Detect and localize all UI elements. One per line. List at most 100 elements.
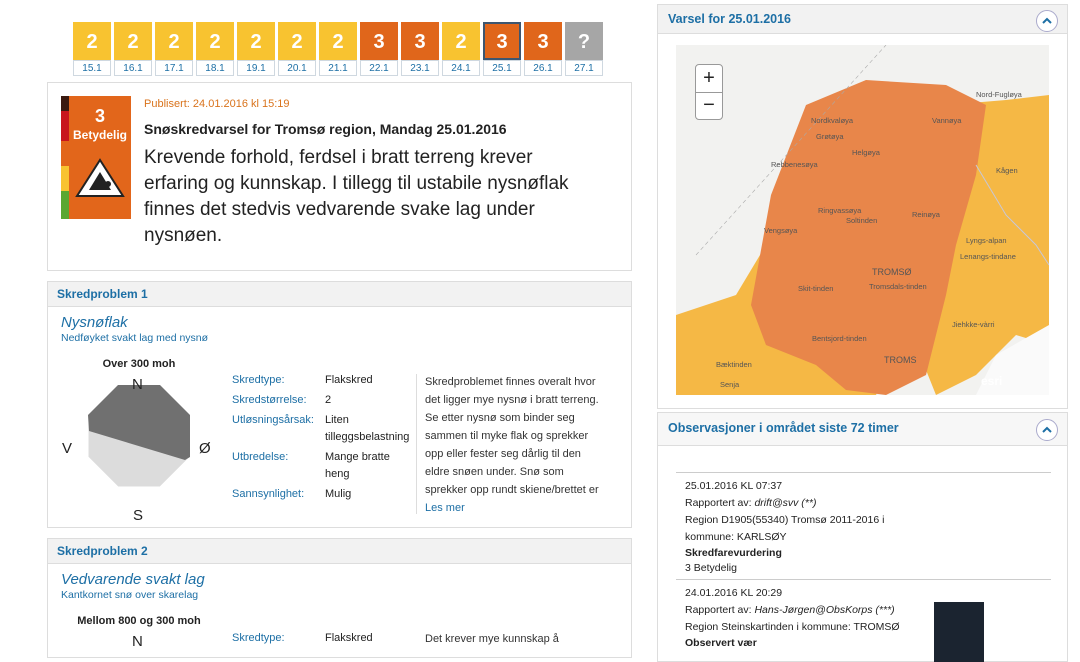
obs-reporter-name: drift@svv (**) [754, 497, 817, 509]
day-selector: 2 15.1 2 16.1 2 17.1 2 18.1 2 19.1 2 20.1 2 21.1 3 22.1… [0, 0, 640, 80]
scale-black [61, 96, 69, 111]
day-date[interactable]: 20.1 [278, 60, 316, 76]
day-date[interactable]: 17.1 [155, 60, 193, 76]
day-level[interactable]: 2 [278, 22, 316, 60]
property-value: Flakskred [325, 632, 373, 644]
scale-red [61, 111, 69, 141]
elevation: Mellom 800 og 300 moh [77, 615, 201, 627]
avalanche-icon [75, 158, 125, 197]
map-label: Vannøya [932, 116, 962, 125]
map-label: Bentsjord-tinden [812, 334, 867, 343]
warning-panel: 3 Betydelig Publisert: 24.01.2016 kl 15:… [47, 82, 632, 271]
map-label: Soltinden [846, 216, 877, 225]
day-level[interactable]: ? [565, 22, 603, 60]
day-date[interactable]: 25.1 [483, 60, 521, 76]
map-label: Senja [720, 380, 740, 389]
warning-title: Snøskredvarsel for Tromsø region, Mandag… [144, 121, 507, 137]
read-more[interactable]: Les mer [425, 502, 465, 514]
map-label: Vengsøya [764, 226, 798, 235]
property-value: Mange bratte heng [325, 451, 390, 480]
day-date[interactable]: 16.1 [114, 60, 152, 76]
day-date[interactable]: 23.1 [401, 60, 439, 76]
map-label: Lenangs-tindane [960, 252, 1016, 261]
day-level[interactable]: 3 [483, 22, 521, 60]
obs-date: 25.01.2016 KL 07:37 [685, 480, 783, 492]
obs-photo[interactable] [934, 602, 984, 662]
map-label: Rebbenesøya [771, 160, 819, 169]
problem-subtitle: Kantkornet snø over skarelag [61, 589, 199, 601]
problem-header: Skredproblem 2 [48, 539, 631, 564]
day-level[interactable]: 2 [319, 22, 357, 60]
zoom-out[interactable]: − [703, 94, 715, 116]
zoom-control: + − [695, 64, 723, 120]
obs-detail: 3 Betydelig [685, 562, 737, 574]
day-level[interactable]: 2 [73, 22, 111, 60]
separator [676, 472, 1051, 473]
day-level[interactable]: 2 [155, 22, 193, 60]
day-level[interactable]: 2 [442, 22, 480, 60]
problem-name[interactable]: Nysnøflak [61, 314, 128, 331]
observation[interactable]: 24.01.2016 KL 20:29 Rapportert av: Hans-… [685, 585, 900, 650]
obs-region: Region D1905(55340) Tromsø 2011-2016 i k… [685, 514, 885, 543]
problem-panel: Skredproblem 2 Vedvarende svakt lag Kant… [47, 538, 632, 658]
problem-properties: Skredtype: Flakskred [232, 630, 413, 647]
problem-description: Skredproblemet finnes overalt hvor det l… [425, 373, 601, 517]
map-title: Varsel for 25.01.2016 [658, 5, 1067, 34]
obs-reported-label: Rapportert av: [685, 604, 752, 616]
problem-subtitle: Nedføyket svakt lag med nysnø [61, 332, 209, 344]
badge-level: 3 [94, 106, 105, 126]
zoom-in[interactable]: + [696, 65, 722, 93]
map-label: Tromsdals-tinden [869, 282, 927, 291]
day-date[interactable]: 18.1 [196, 60, 234, 76]
map-label: TROMSØ [872, 267, 912, 277]
property-value: Flakskred [325, 374, 373, 386]
map-label: Kågen [996, 166, 1018, 175]
compass-w: V [62, 440, 73, 457]
map-label: Bæktinden [716, 360, 752, 369]
published: Publisert: 24.01.2016 kl 15:19 [144, 98, 290, 110]
observations-title: Observasjoner i området siste 72 timer [658, 413, 1067, 446]
property-label: Skredtype: [232, 374, 285, 386]
property-label: Skredtype: [232, 632, 285, 644]
problem-header: Skredproblem 1 [48, 282, 631, 307]
day-level[interactable]: 3 [524, 22, 562, 60]
property-value: 2 [325, 394, 332, 406]
obs-type: Skredfarevurdering [685, 547, 782, 559]
day-date[interactable]: 19.1 [237, 60, 275, 76]
day-level[interactable]: 2 [196, 22, 234, 60]
day-date[interactable]: 24.1 [442, 60, 480, 76]
scale-green [61, 191, 69, 219]
day-level[interactable]: 2 [237, 22, 275, 60]
map-label: Nord-Fugløya [976, 90, 1023, 99]
day-date[interactable]: 26.1 [524, 60, 562, 76]
property-label: Utbredelse: [232, 451, 289, 463]
compass-s: S [133, 507, 144, 524]
day-date[interactable]: 21.1 [319, 60, 357, 76]
compass-n: N [132, 376, 143, 393]
map-label: Reinøya [912, 210, 941, 219]
day-date[interactable]: 27.1 [565, 60, 603, 76]
map-label: Grøtøya [816, 132, 844, 141]
scale-orange [61, 141, 69, 166]
problem-name[interactable]: Vedvarende svakt lag [61, 571, 205, 588]
separator [676, 579, 1051, 580]
day-level[interactable]: 2 [114, 22, 152, 60]
map[interactable]: Nord-Fugløya Vannøya Nordkvaløya Grøtøya Hel… [676, 45, 1049, 395]
observations-panel: Observasjoner i området siste 72 timer 2… [657, 412, 1068, 662]
day-date[interactable]: 15.1 [73, 60, 111, 76]
elevation: Over 300 moh [102, 358, 176, 370]
day-level[interactable]: 3 [360, 22, 398, 60]
obs-type: Observert vær [685, 637, 757, 649]
day-date[interactable]: 22.1 [360, 60, 398, 76]
map-label: Jiehkke-vàrri [952, 320, 995, 329]
collapse-button[interactable] [1036, 419, 1058, 441]
property-label: Sannsynlighet: [232, 488, 305, 500]
day-level[interactable]: 3 [401, 22, 439, 60]
compass-rose [87, 384, 191, 488]
obs-reporter: Rapportert av: drift@svv (**) [685, 495, 900, 512]
collapse-button[interactable] [1036, 10, 1058, 32]
property-label: Skredstørrelse: [232, 394, 307, 406]
description-text: Skredproblemet finnes overalt hvor det l… [425, 376, 599, 496]
observation[interactable]: 25.01.2016 KL 07:37 Rapportert av: drift… [685, 478, 900, 577]
map-label: Nordkvaløya [811, 116, 854, 125]
